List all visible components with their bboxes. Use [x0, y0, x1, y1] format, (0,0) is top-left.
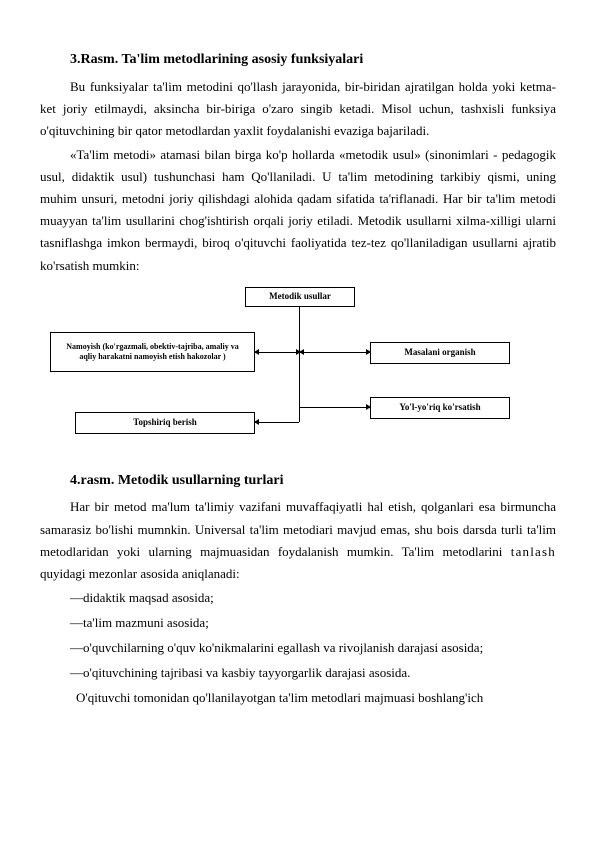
- diagram: Metodik usullar Namoyish (ko'rgazmali, o…: [40, 287, 556, 457]
- item-2: —ta'lim mazmuni asosida;: [40, 612, 556, 634]
- para-1: Bu funksiyalar ta'lim metodini qo'llash …: [40, 76, 556, 142]
- heading-1: 3.Rasm. Ta'lim metodlarining asosiy funk…: [70, 48, 556, 72]
- conn-row1-left: [255, 352, 300, 353]
- conn-row2-left: [255, 422, 299, 423]
- conn-row2-right: [300, 407, 370, 408]
- item-1: —didaktik maqsad asosida;: [40, 587, 556, 609]
- heading-2: 4.rasm. Metodik usullarning turlari: [70, 469, 556, 493]
- para-4: O'qituvchi tomonidan qo'llanilayotgan ta…: [40, 687, 556, 709]
- node-left1: Namoyish (ko'rgazmali, obektiv-tajriba, …: [50, 332, 255, 372]
- para3b: tanlash: [511, 544, 556, 559]
- conn-row1-right: [300, 352, 370, 353]
- spine: [299, 307, 300, 422]
- item-3: —o'quvchilarning o'quv ko'nikmalarini eg…: [40, 637, 556, 659]
- item-4: —o'qituvchining tajribasi va kasbiy tayy…: [40, 662, 556, 684]
- node-left2: Topshiriq berish: [75, 412, 255, 434]
- para-3: Har bir metod ma'lum ta'limiy vazifani m…: [40, 496, 556, 584]
- node-right1: Masalani organish: [370, 342, 510, 364]
- node-top: Metodik usullar: [245, 287, 355, 307]
- para-2: «Ta'lim metodi» atamasi bilan birga ko'p…: [40, 144, 556, 277]
- node-right2: Yo'l-yo'riq ko'rsatish: [370, 397, 510, 419]
- para3a: Har bir metod ma'lum ta'limiy vazifani m…: [40, 499, 556, 558]
- para3c: quyidagi mezonlar asosida aniqlanadi:: [40, 566, 240, 581]
